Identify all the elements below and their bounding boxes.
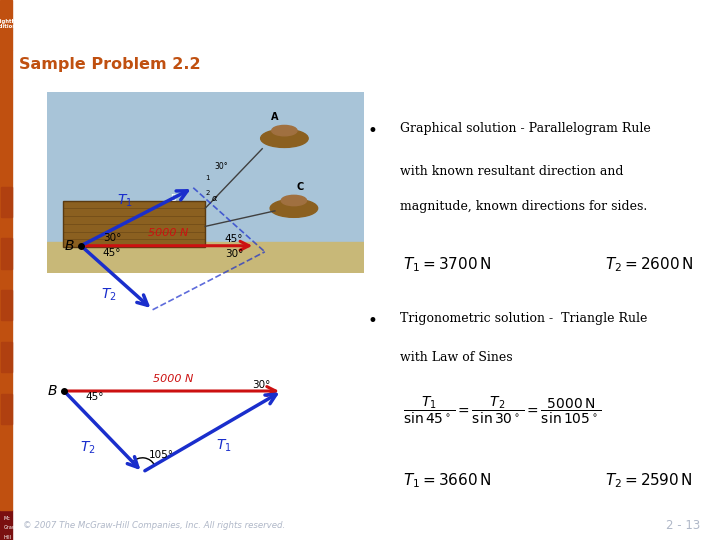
Text: Trigonometric solution -  Triangle Rule: Trigonometric solution - Triangle Rule <box>400 312 647 325</box>
Text: B: B <box>171 193 176 202</box>
Text: C: C <box>297 182 304 192</box>
Text: magnitude, known directions for sides.: magnitude, known directions for sides. <box>400 200 647 213</box>
Bar <box>63 200 205 247</box>
Text: 5000 N: 5000 N <box>148 228 188 239</box>
Bar <box>0 50 12 79</box>
Text: B: B <box>64 239 73 253</box>
Text: 45°: 45° <box>225 234 243 244</box>
Text: 30°: 30° <box>215 163 228 171</box>
Text: 30°: 30° <box>252 380 271 390</box>
Ellipse shape <box>282 195 307 206</box>
Text: 30°: 30° <box>103 233 122 244</box>
Bar <box>0 79 12 510</box>
Text: 2 - 13: 2 - 13 <box>665 518 700 532</box>
Text: $T_1 = 3700\,\mathrm{N}$: $T_1 = 3700\,\mathrm{N}$ <box>403 256 492 274</box>
Text: Eighth
Edition: Eighth Edition <box>0 19 17 29</box>
Text: $T_2 = 2600\,\mathrm{N}$: $T_2 = 2600\,\mathrm{N}$ <box>605 256 693 274</box>
Text: •: • <box>367 122 377 140</box>
Bar <box>47 242 364 273</box>
Bar <box>1 239 12 269</box>
Bar <box>1 394 12 424</box>
Text: B: B <box>48 384 57 398</box>
Text: 45°: 45° <box>102 248 120 258</box>
Bar <box>0 510 12 540</box>
Text: 5000 N: 5000 N <box>153 374 193 383</box>
Text: $T_1$: $T_1$ <box>216 438 232 454</box>
Text: 45°: 45° <box>86 392 104 402</box>
Text: $T_2 = 2590\,\mathrm{N}$: $T_2 = 2590\,\mathrm{N}$ <box>605 471 693 490</box>
Text: $\dfrac{T_1}{\sin 45^\circ} = \dfrac{T_2}{\sin 30^\circ} = \dfrac{5000\,\mathrm{: $\dfrac{T_1}{\sin 45^\circ} = \dfrac{T_2… <box>403 394 602 426</box>
Text: 1: 1 <box>205 175 210 181</box>
Bar <box>1 291 12 320</box>
Text: A: A <box>271 112 279 122</box>
Ellipse shape <box>270 199 318 217</box>
Text: © 2007 The McGraw-Hill Companies, Inc. All rights reserved.: © 2007 The McGraw-Hill Companies, Inc. A… <box>23 521 285 530</box>
Text: $T_1$: $T_1$ <box>117 193 132 210</box>
Text: Hill: Hill <box>4 535 12 539</box>
Bar <box>0 0 12 50</box>
Ellipse shape <box>271 125 297 136</box>
Text: with Law of Sines: with Law of Sines <box>400 350 512 363</box>
Text: α: α <box>212 193 217 202</box>
Text: 2: 2 <box>205 190 210 197</box>
Text: Graw: Graw <box>4 525 17 530</box>
Text: Sample Problem 2.2: Sample Problem 2.2 <box>19 57 201 72</box>
Text: Graphical solution - Parallelogram Rule: Graphical solution - Parallelogram Rule <box>400 122 650 135</box>
Text: •: • <box>367 312 377 330</box>
Text: 105°: 105° <box>148 450 174 460</box>
Text: $T_2$: $T_2$ <box>101 287 117 303</box>
Bar <box>1 187 12 217</box>
Text: $T_2$: $T_2$ <box>80 440 95 456</box>
Text: Mc: Mc <box>4 516 11 521</box>
Ellipse shape <box>261 129 308 147</box>
Text: $T_1 = 3660\,\mathrm{N}$: $T_1 = 3660\,\mathrm{N}$ <box>403 471 492 490</box>
Bar <box>1 342 12 372</box>
Text: 30°: 30° <box>225 249 243 259</box>
Text: with known resultant direction and: with known resultant direction and <box>400 165 623 178</box>
Text: Vector Mechanics for Engineers: Statics: Vector Mechanics for Engineers: Statics <box>19 14 532 37</box>
